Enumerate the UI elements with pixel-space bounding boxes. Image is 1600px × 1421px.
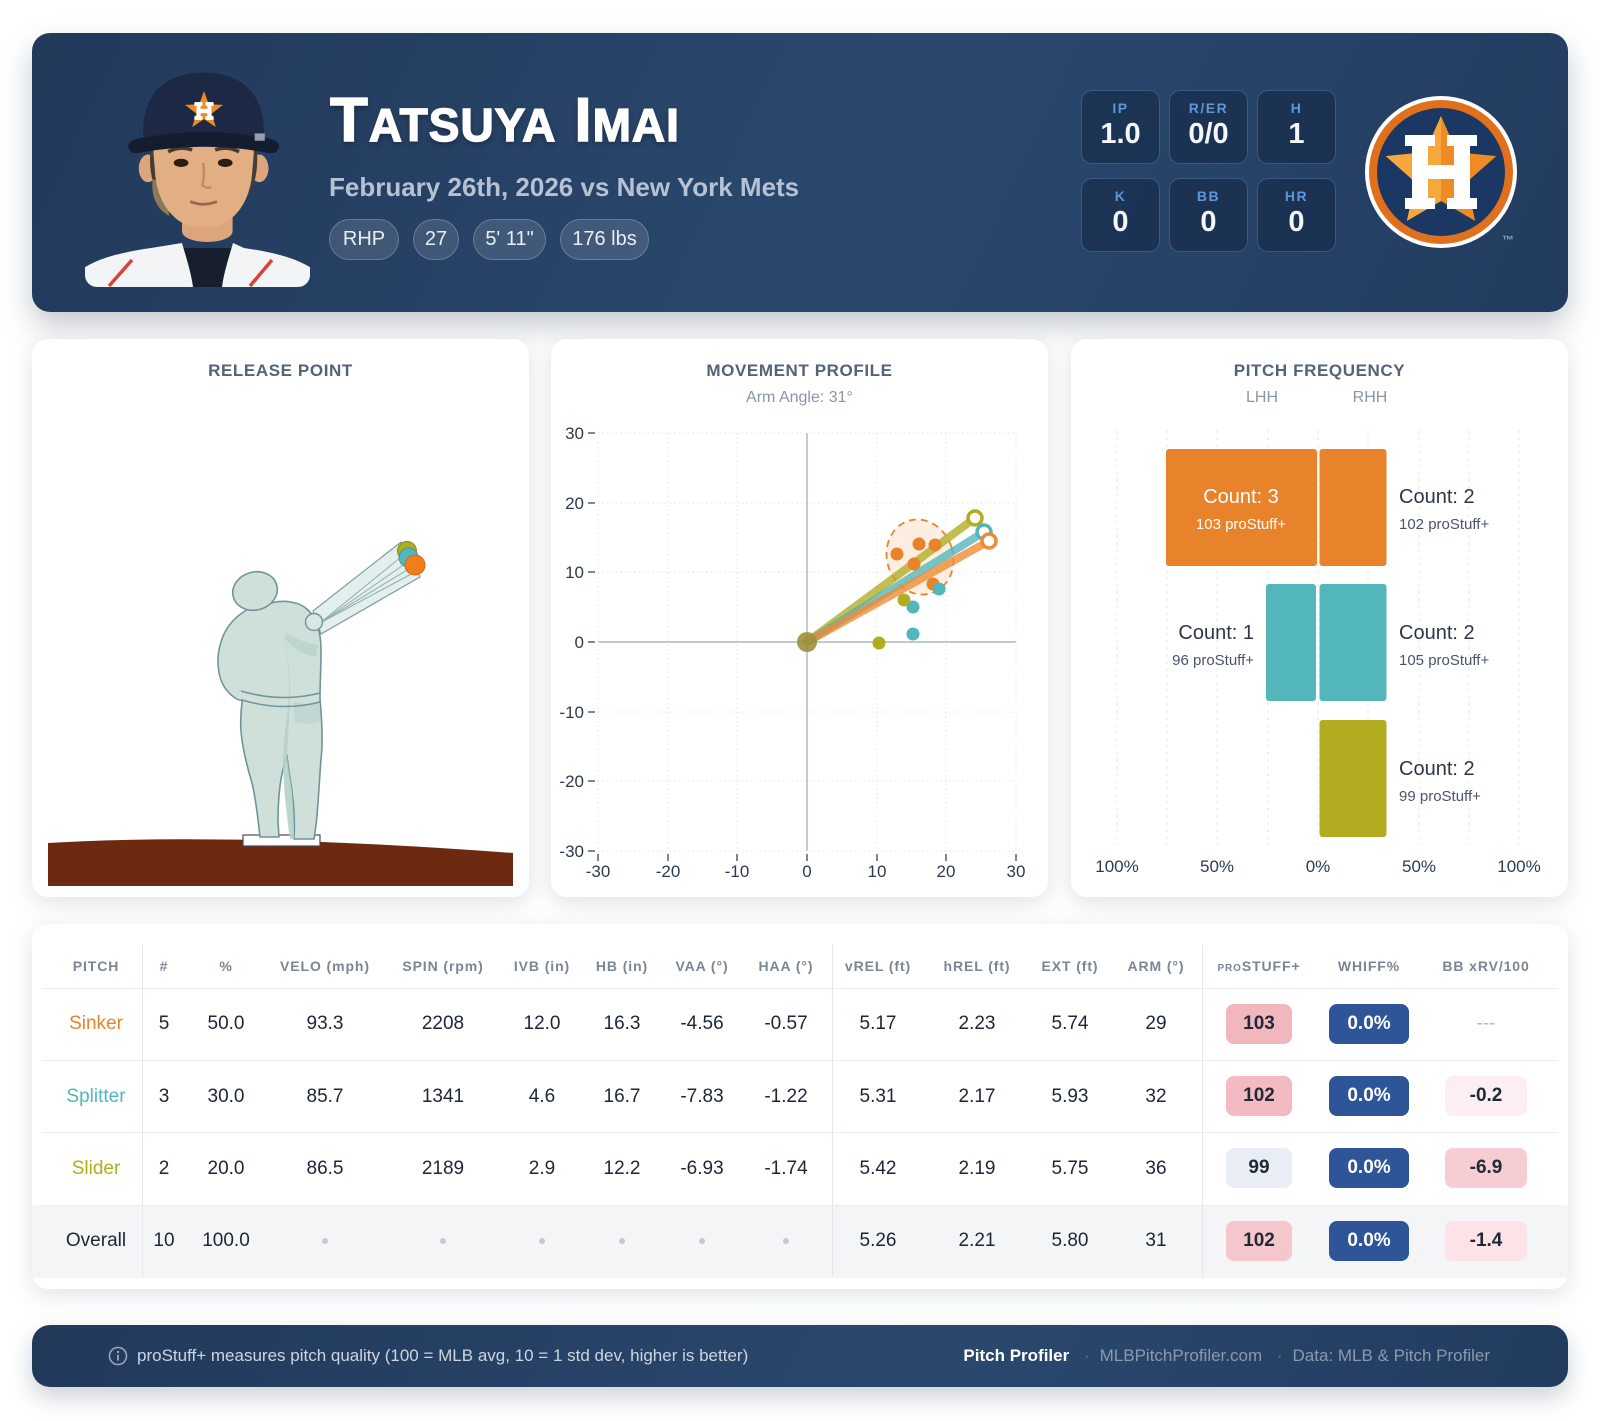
svg-text:10: 10 bbox=[565, 563, 584, 582]
svg-text:50%: 50% bbox=[1402, 857, 1436, 876]
svg-text:100%: 100% bbox=[1095, 857, 1138, 876]
svg-text:Count: 2: Count: 2 bbox=[1399, 758, 1475, 780]
svg-text:Count: 3: Count: 3 bbox=[1203, 486, 1279, 508]
svg-text:-30: -30 bbox=[586, 862, 611, 881]
svg-text:-10: -10 bbox=[725, 862, 750, 881]
svg-text:105 proStuff+: 105 proStuff+ bbox=[1399, 652, 1489, 669]
svg-text:30: 30 bbox=[565, 424, 584, 443]
svg-text:20: 20 bbox=[937, 862, 956, 881]
svg-text:10: 10 bbox=[868, 862, 887, 881]
svg-text:20: 20 bbox=[565, 494, 584, 513]
svg-text:100%: 100% bbox=[1497, 857, 1540, 876]
svg-text:0: 0 bbox=[802, 862, 811, 881]
svg-text:-10: -10 bbox=[559, 703, 584, 722]
svg-text:96 proStuff+: 96 proStuff+ bbox=[1172, 652, 1254, 669]
svg-text:0%: 0% bbox=[1306, 857, 1331, 876]
svg-text:0: 0 bbox=[575, 633, 584, 652]
svg-text:103 proStuff+: 103 proStuff+ bbox=[1196, 516, 1286, 533]
svg-text:50%: 50% bbox=[1200, 857, 1234, 876]
svg-text:™: ™ bbox=[1502, 233, 1514, 247]
svg-text:102 proStuff+: 102 proStuff+ bbox=[1399, 516, 1489, 533]
svg-text:Count: 1: Count: 1 bbox=[1178, 622, 1254, 644]
svg-text:30: 30 bbox=[1007, 862, 1026, 881]
svg-text:Count: 2: Count: 2 bbox=[1399, 622, 1475, 644]
svg-text:-30: -30 bbox=[559, 842, 584, 861]
svg-text:99 proStuff+: 99 proStuff+ bbox=[1399, 788, 1481, 805]
svg-text:Count: 2: Count: 2 bbox=[1399, 486, 1475, 508]
svg-text:-20: -20 bbox=[656, 862, 681, 881]
svg-text:-20: -20 bbox=[559, 772, 584, 791]
